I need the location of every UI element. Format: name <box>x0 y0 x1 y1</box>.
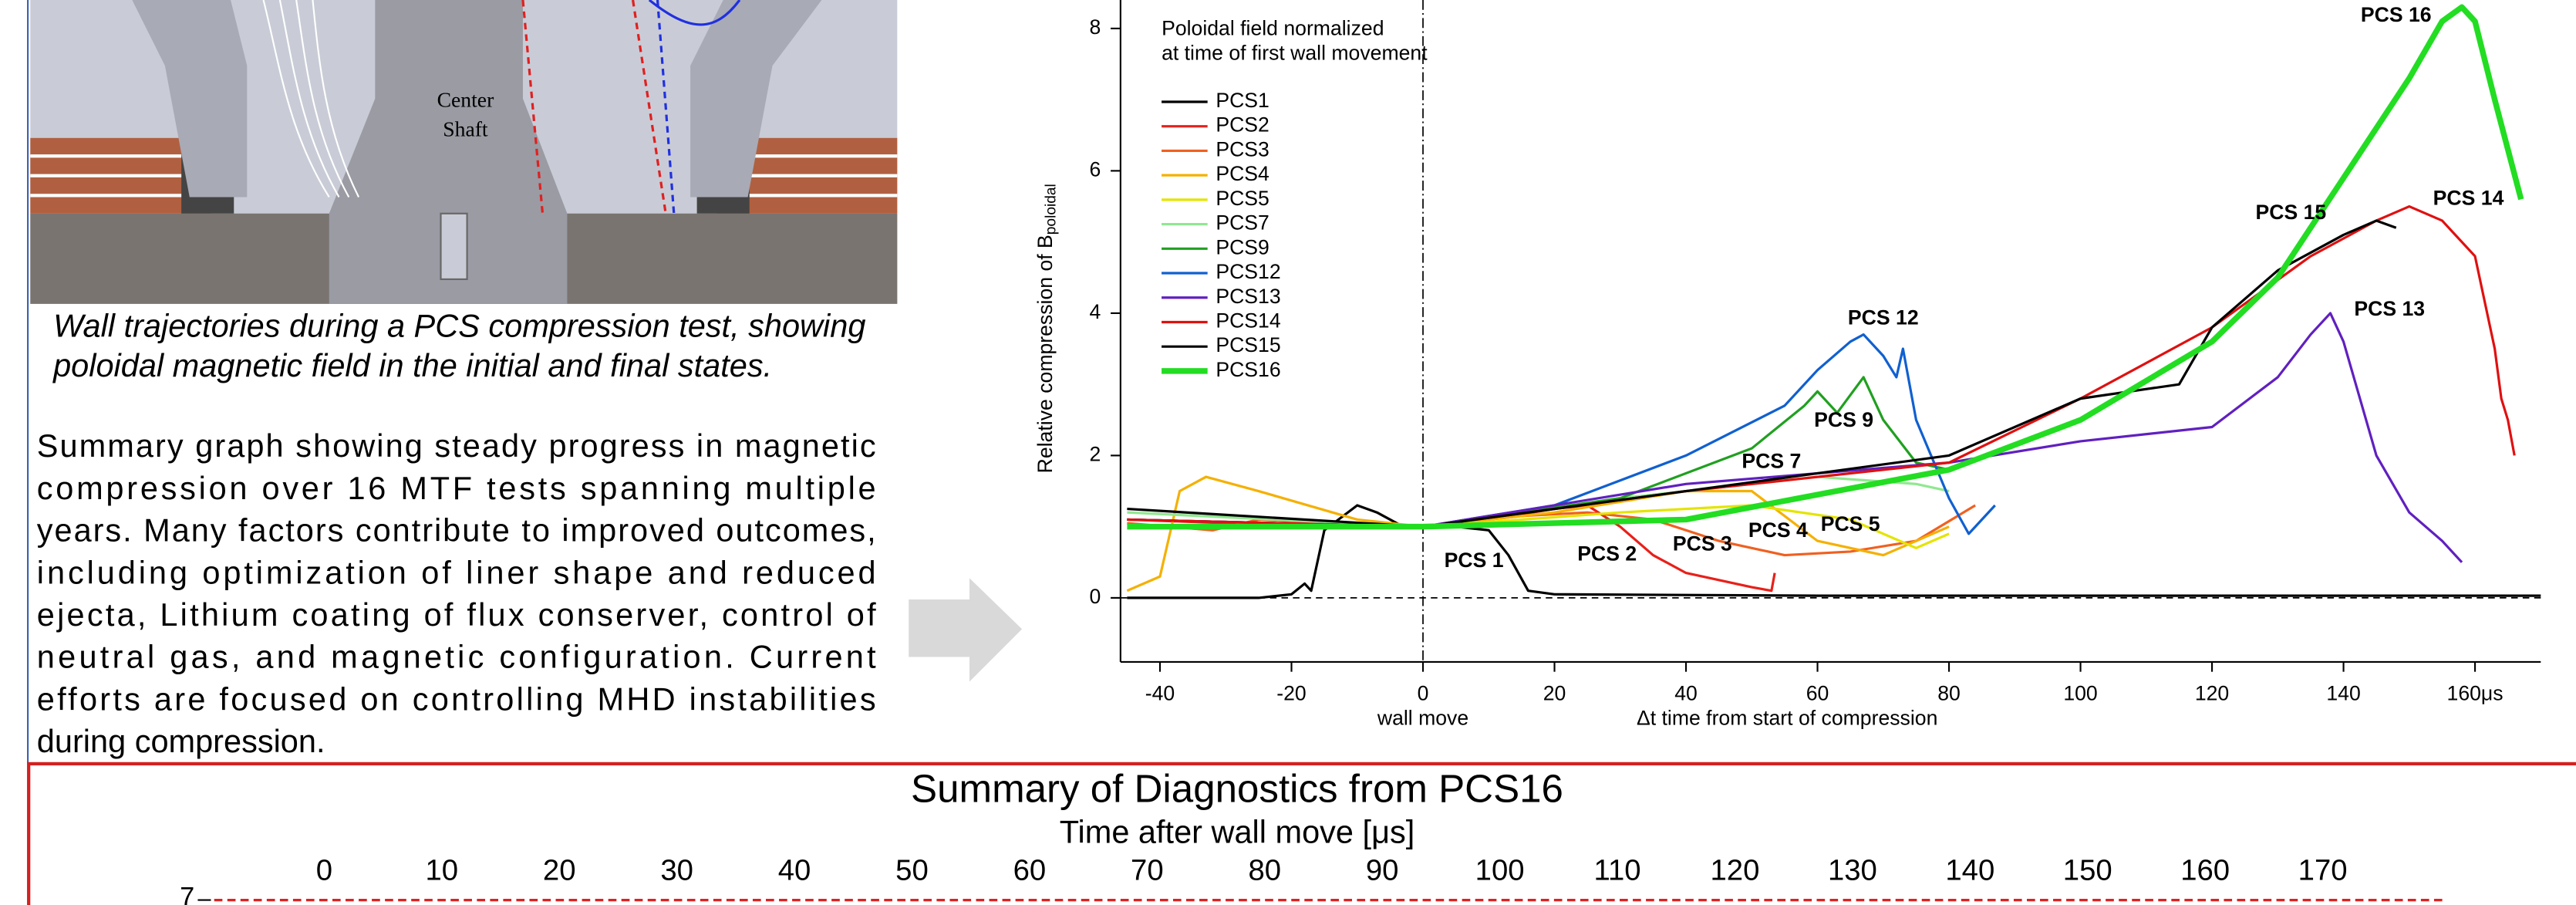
annotation: PCS 3 <box>1673 532 1732 555</box>
time-tick-label: 10 <box>425 854 458 887</box>
y-label: Relative compression of Bpoloidal <box>1033 184 1059 473</box>
time-tick-label: 100 <box>1475 854 1525 887</box>
y-tick-label: 4 <box>1089 300 1101 323</box>
annotation: PCS 14 <box>2433 186 2504 209</box>
legend-title: Poloidal field normalized <box>1162 16 1384 39</box>
y-tick-label: 8 <box>1089 15 1101 39</box>
series-line <box>1127 376 1950 528</box>
photo-label: Shaft <box>443 117 488 141</box>
legend-label: PCS12 <box>1216 260 1280 283</box>
time-tick-label: 140 <box>1945 854 1994 887</box>
legend-label: PCS5 <box>1216 187 1269 210</box>
annotation: PCS 5 <box>1821 512 1880 535</box>
photo-label: Center <box>437 87 494 111</box>
x-tick-label: 160μs <box>2447 682 2504 705</box>
x-tick-label: 140 <box>2326 682 2360 705</box>
annotation: PCS 13 <box>2354 297 2425 320</box>
legend-label: PCS7 <box>1216 211 1269 235</box>
legend-label: PCS4 <box>1216 162 1269 185</box>
x-tick-label: 20 <box>1543 682 1566 705</box>
time-tick-label: 80 <box>1248 854 1281 887</box>
annotation: PCS 16 <box>2361 3 2432 26</box>
summary-line: years. Many factors contribute to improv… <box>37 512 876 549</box>
time-tick-label: 130 <box>1828 854 1877 887</box>
time-tick-label: 160 <box>2180 854 2230 887</box>
annotation: PCS 15 <box>2255 201 2326 224</box>
legend-label: PCS13 <box>1216 285 1280 308</box>
x-tick-label: -40 <box>1145 682 1175 705</box>
legend-label: PCS3 <box>1216 137 1269 160</box>
time-tick-label: 30 <box>660 854 693 887</box>
photo: Center Shaft <box>30 0 898 304</box>
summary-line: compression over 16 MTF tests spanning m… <box>37 470 876 506</box>
summary-line: efforts are focused on controlling MHD i… <box>37 680 876 717</box>
time-tick-label: 170 <box>2298 854 2348 887</box>
x-tick-label: 0 <box>1418 682 1429 705</box>
legend-label: PCS16 <box>1216 358 1280 381</box>
legend-label: PCS15 <box>1216 333 1280 356</box>
summary-line: including optimization of liner shape an… <box>37 554 876 590</box>
time-tick-label: 150 <box>2063 854 2112 887</box>
y-label-main: Relative compression of B <box>1033 235 1057 473</box>
legend-label: PCS2 <box>1216 113 1269 137</box>
diagnostics-title: Summary of Diagnostics from PCS16 <box>911 767 1563 811</box>
annotation: PCS 7 <box>1741 450 1801 473</box>
legend-title: at time of first wall movement <box>1162 41 1428 64</box>
time-tick-label: 110 <box>1594 854 1641 887</box>
y-tick-label: 0 <box>1089 585 1101 608</box>
y-tick-label: 7 <box>180 882 194 905</box>
annotation: PCS 12 <box>1848 306 1919 329</box>
series-line <box>1127 4 2524 530</box>
caption-line: Wall trajectories during a PCS compressi… <box>53 308 865 344</box>
time-tick-label: 40 <box>778 854 811 887</box>
y-tick-label: 6 <box>1089 157 1101 181</box>
chart: -40 -20 0 20 40 60 80 100 120 140 160μs 0 2 4 6 8 wall m… <box>1033 0 2541 729</box>
summary-line: Summary graph showing steady progress in… <box>37 427 876 464</box>
x-tick-label: -20 <box>1276 682 1306 705</box>
x-tick-label: 40 <box>1674 682 1698 705</box>
diagnostics-box <box>27 761 2576 905</box>
legend-label: PCS14 <box>1216 309 1281 333</box>
legend-label: PCS1 <box>1216 89 1269 112</box>
annotation: PCS 1 <box>1445 549 1504 572</box>
time-tick-label: 50 <box>895 854 929 887</box>
series-line <box>1127 219 2397 528</box>
caption-line: poloidal magnetic field in the initial a… <box>52 347 772 383</box>
diagnostics-subtitle: Time after wall move [μs] <box>1060 813 1415 849</box>
x-tick-label: 60 <box>1806 682 1829 705</box>
x-label: Δt time from start of compression <box>1637 706 1937 729</box>
summary-text: Summary graph showing steady progress in… <box>37 427 876 759</box>
figure-caption: Wall trajectories during a PCS compressi… <box>52 308 865 383</box>
annotation: PCS 4 <box>1748 518 1808 542</box>
legend-label: PCS9 <box>1216 235 1269 258</box>
annotation: PCS 2 <box>1577 542 1637 566</box>
y-label-sub: poloidal <box>1044 184 1060 235</box>
summary-line: neutral gas, and magnetic configuration.… <box>37 639 876 675</box>
y-tick-label: 2 <box>1089 442 1101 465</box>
annotation: PCS 9 <box>1814 408 1873 431</box>
summary-line: ejecta, Lithium coating of flux conserve… <box>37 596 876 633</box>
time-tick-label: 60 <box>1013 854 1047 887</box>
x-tick-label: 80 <box>1937 682 1961 705</box>
time-tick-label: 0 <box>316 854 332 887</box>
summary-line: during compression. <box>37 723 325 759</box>
series-line <box>1127 312 2463 563</box>
arrow <box>909 578 1023 682</box>
time-tick-label: 70 <box>1131 854 1164 887</box>
time-tick-label: 120 <box>1711 854 1760 887</box>
time-tick-label: 20 <box>543 854 576 887</box>
time-tick-label: 90 <box>1366 854 1399 887</box>
x-tick-label: 120 <box>2195 682 2229 705</box>
x-tick-label: 100 <box>2063 682 2097 705</box>
x-label-zero: wall move <box>1377 706 1468 729</box>
